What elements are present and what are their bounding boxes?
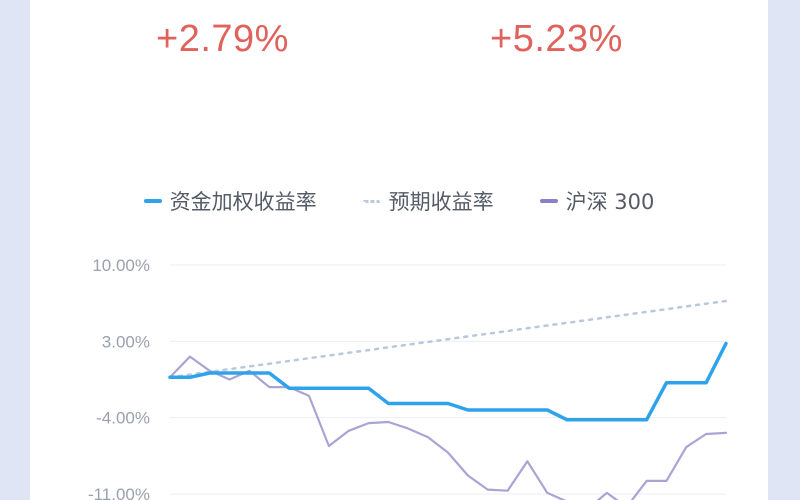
legend-swatch-expected — [362, 199, 381, 203]
chart-legend: 资金加权收益率 预期收益率 沪深 300 — [30, 186, 768, 216]
line-chart: 10.00% 3.00% -4.00% -11.00% — [88, 256, 728, 500]
legend-swatch-weighted — [143, 199, 162, 203]
chart-card: +2.79% +5.23% 资金加权收益率 预期收益率 沪深 300 10.00… — [30, 0, 768, 500]
y-tick-label: -11.00% — [88, 485, 150, 500]
y-tick-label: -4.00% — [96, 409, 150, 428]
legend-item-expected[interactable]: 预期收益率 — [362, 186, 494, 216]
legend-swatch-index — [539, 199, 558, 203]
expected-return-value: +5.23% — [490, 18, 623, 60]
legend-label-expected: 预期收益率 — [388, 190, 494, 214]
y-tick-label: 10.00% — [92, 256, 150, 275]
legend-item-index[interactable]: 沪深 300 — [539, 186, 655, 216]
series-line-index — [168, 355, 728, 500]
y-tick-label: 3.00% — [102, 332, 150, 351]
legend-item-weighted[interactable]: 资金加权收益率 — [143, 186, 317, 216]
series-line-weighted — [168, 341, 728, 422]
legend-label-weighted: 资金加权收益率 — [169, 190, 317, 214]
weighted-return-value: +2.79% — [156, 18, 289, 60]
series-line-expected — [168, 299, 728, 379]
legend-label-index: 沪深 300 — [565, 190, 655, 214]
